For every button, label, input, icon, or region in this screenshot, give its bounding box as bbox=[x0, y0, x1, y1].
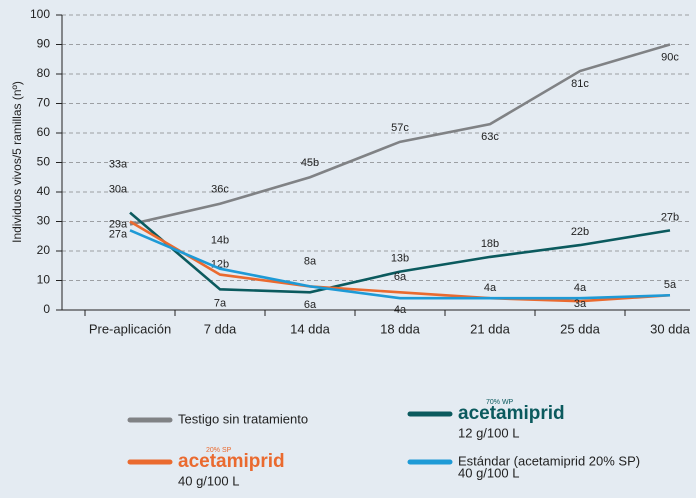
series-line bbox=[129, 211, 671, 294]
x-tick-label: 14 dda bbox=[290, 321, 331, 336]
data-label: 6a bbox=[394, 271, 407, 283]
data-label: 57c bbox=[391, 122, 409, 134]
data-label: 4a bbox=[484, 282, 497, 294]
data-label: 14b bbox=[211, 235, 229, 247]
legend-label: Estándar (acetamiprid 20% SP) bbox=[458, 453, 640, 468]
y-tick-label: 70 bbox=[37, 96, 51, 110]
data-label: 5a bbox=[664, 279, 677, 291]
y-tick-label: 10 bbox=[37, 273, 51, 287]
y-tick-label: 100 bbox=[30, 7, 50, 21]
data-label: 13b bbox=[391, 253, 409, 265]
data-label: 6a bbox=[304, 299, 317, 311]
data-label: 81c bbox=[571, 78, 589, 90]
y-tick-label: 60 bbox=[37, 125, 51, 139]
legend-brand: acetamiprid bbox=[458, 403, 565, 424]
legend-badge: 70% WP bbox=[486, 399, 514, 406]
data-label: 90c bbox=[661, 51, 679, 63]
data-label: 63c bbox=[481, 131, 499, 143]
data-label: 4a bbox=[394, 304, 407, 316]
data-label: 27b bbox=[661, 211, 679, 223]
x-tick-label: Pre-aplicación bbox=[89, 321, 171, 336]
legend-dose: 12 g/100 L bbox=[458, 425, 519, 440]
data-label: 45b bbox=[301, 157, 319, 169]
series-line bbox=[129, 229, 671, 300]
series-line bbox=[129, 220, 671, 303]
legend-brand: acetamiprid bbox=[178, 451, 285, 472]
legend-badge: 20% SP bbox=[206, 447, 232, 454]
y-tick-label: 90 bbox=[37, 37, 51, 51]
data-label: 36c bbox=[211, 184, 229, 196]
data-label: 22b bbox=[571, 226, 589, 238]
y-tick-label: 20 bbox=[37, 243, 51, 257]
legend-dose: 40 g/100 L bbox=[178, 473, 239, 488]
legend-dose: 40 g/100 L bbox=[458, 465, 519, 480]
y-tick-label: 80 bbox=[37, 66, 51, 80]
legend-label: Testigo sin tratamiento bbox=[178, 411, 308, 426]
x-tick-label: 25 dda bbox=[560, 321, 601, 336]
data-label: 30a bbox=[109, 183, 128, 195]
data-label: 18b bbox=[481, 238, 499, 250]
x-tick-label: 7 dda bbox=[204, 321, 237, 336]
data-label: 8a bbox=[304, 255, 317, 267]
x-tick-label: 18 dda bbox=[380, 321, 421, 336]
data-label: 4a bbox=[574, 282, 587, 294]
y-tick-label: 30 bbox=[37, 214, 51, 228]
x-tick-label: 30 dda bbox=[650, 321, 691, 336]
data-label: 7a bbox=[214, 297, 227, 309]
data-label: 3a bbox=[574, 298, 587, 310]
series-line bbox=[129, 43, 671, 226]
y-tick-label: 0 bbox=[43, 302, 50, 316]
data-label: 27a bbox=[109, 228, 128, 240]
x-tick-label: 21 dda bbox=[470, 321, 511, 336]
y-tick-label: 40 bbox=[37, 184, 51, 198]
y-tick-label: 50 bbox=[37, 155, 51, 169]
data-label: 33a bbox=[109, 159, 128, 171]
y-axis-label: Individuos vivos/5 ramillas (nº) bbox=[10, 81, 24, 243]
data-label: 29a bbox=[109, 218, 128, 230]
